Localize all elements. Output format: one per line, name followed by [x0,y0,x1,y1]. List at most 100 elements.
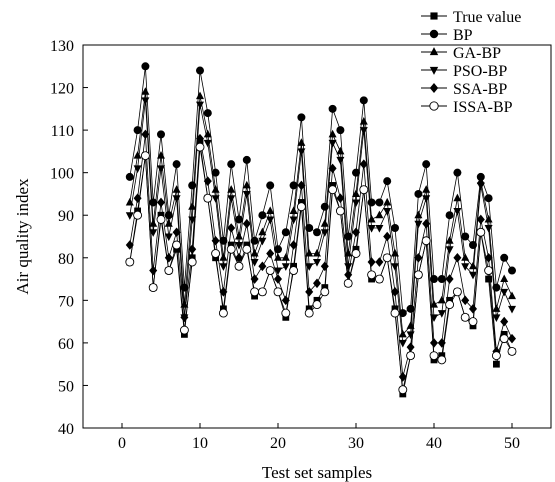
data-point-ga-bp [352,189,360,197]
data-point-pso-bp [445,246,454,254]
data-point-issa-bp [413,270,423,280]
data-point-pso-bp [289,216,298,225]
data-point-issa-bp [312,300,322,310]
data-point-ssa-bp [141,129,150,140]
data-point-ga-bp [508,291,516,300]
data-point-bp [157,130,165,139]
data-point-ga-bp [383,197,392,206]
data-point-issa-bp [226,244,236,254]
data-point-ga-bp [320,219,329,227]
data-point-issa-bp [156,215,166,224]
data-point-bp [313,228,321,237]
data-point-bp [297,113,306,122]
data-point-pso-bp [203,139,212,148]
data-point-ssa-bp [133,193,142,203]
data-point-ssa-bp [383,231,392,242]
data-point-ssa-bp [344,270,353,280]
data-point-pso-bp [492,314,501,322]
data-point-ssa-bp [320,261,329,272]
data-point-issa-bp [491,351,501,361]
data-point-issa-bp [374,274,384,284]
data-point-ga-bp [445,236,454,244]
data-point-ga-bp [476,176,485,185]
data-point-ssa-bp [476,214,485,225]
data-point-bp [422,160,431,169]
data-point-issa-bp [390,308,400,318]
data-point-true-value [485,275,492,283]
data-point-issa-bp [476,227,486,237]
data-point-pso-bp [469,271,477,280]
y-tick-label: 130 [50,38,74,55]
data-point-issa-bp [164,266,174,275]
data-point-issa-bp [335,206,345,216]
data-point-ssa-bp [453,252,462,263]
legend-item-bp: BP [421,27,473,44]
data-point-bp [203,109,212,118]
data-point-ssa-bp [484,252,493,263]
data-point-bp [125,172,134,181]
axis-ticks: 0 10 20 30 40 50 40 50 60 70 80 90 100 110 120 130 [50,38,520,452]
data-point-issa-bp [468,317,478,327]
data-point-issa-bp [211,249,221,258]
data-point-ga-bp [500,274,509,283]
data-point-ssa-bp [313,278,321,289]
data-point-bp [367,198,376,207]
y-tick-label: 80 [58,251,74,268]
data-point-ssa-bp [157,197,165,208]
data-point-pso-bp [367,224,376,233]
data-point-pso-bp [227,195,236,203]
data-point-bp [196,66,204,75]
data-point-issa-bp [499,334,509,344]
data-point-bp [266,181,275,190]
data-point-issa-bp [320,287,330,297]
legend-label: SSA-BP [453,81,507,98]
data-point-issa-bp [187,257,197,267]
x-axis-label: Test set samples [262,463,372,482]
series-line-ssa-bp [129,134,513,378]
series-bp [125,62,516,318]
data-point-bp [414,189,423,198]
x-tick-label: 40 [426,435,442,452]
data-point-pso-bp [164,233,173,242]
data-point-ssa-bp [172,227,181,238]
data-point-issa-bp [328,185,338,195]
data-point-issa-bp [179,325,189,335]
data-point-issa-bp [133,210,143,220]
data-point-pso-bp [141,97,150,105]
data-point-ssa-bp [414,252,423,263]
legend-marker [429,66,439,75]
data-point-ga-bp [258,227,267,236]
data-point-issa-bp [257,287,267,297]
data-point-bp [508,266,516,275]
data-point-bp [328,104,337,113]
data-point-ssa-bp [227,223,236,233]
y-tick-label: 110 [51,123,74,140]
data-point-ga-bp [133,151,142,159]
data-point-pso-bp [391,263,399,271]
y-axis-label: Air quality index [13,178,32,295]
series-line-bp [129,66,513,314]
y-tick-label: 70 [58,293,74,310]
x-tick-label: 10 [192,435,208,452]
data-point-issa-bp [242,244,252,254]
data-point-ga-bp [453,193,462,202]
data-point-ga-bp [398,329,407,338]
x-tick-label: 30 [348,435,364,452]
data-point-issa-bp [148,283,158,293]
legend-marker [429,29,439,39]
series-line-pso-bp [129,100,513,344]
x-tick-label: 20 [270,435,286,452]
data-point-issa-bp [296,202,306,212]
data-point-ga-bp [305,248,314,257]
data-point-issa-bp [359,185,369,195]
data-point-true-value [493,360,500,368]
data-point-ssa-bp [367,257,376,267]
data-point-pso-bp [328,139,337,148]
x-tick-label: 50 [504,435,520,452]
data-point-issa-bp [429,351,439,361]
data-point-pso-bp [281,263,290,271]
data-point-ga-bp [359,117,368,125]
data-point-issa-bp [484,266,494,275]
data-point-issa-bp [351,249,361,258]
series-pso-bp [125,97,516,348]
